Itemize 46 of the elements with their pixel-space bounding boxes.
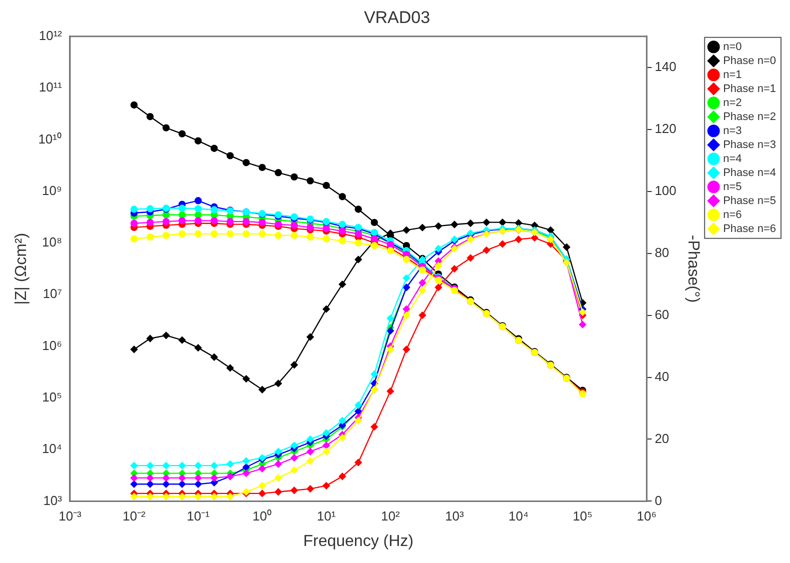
y-axis-title: |Z| (Ωcm²) [13, 232, 30, 305]
legend-label: Phase n=2 [723, 110, 776, 123]
y-tick-label: 10¹² [38, 28, 63, 43]
x-tick-label: 10⁻¹ [186, 508, 210, 524]
y2-tick-label: 120 [654, 120, 676, 136]
x-tick-label: 10³ [445, 508, 465, 524]
y2-tick-label: 60 [654, 306, 670, 322]
y-tick-label: 10¹⁰ [38, 131, 62, 146]
x-tick-label: 10⁵ [572, 508, 593, 524]
y2-tick-label: 140 [654, 58, 676, 74]
x-tick-label: 10⁶ [636, 508, 657, 524]
legend-label: Phase n=4 [723, 166, 776, 179]
legend-label: n=4 [723, 152, 742, 165]
legend-label: n=2 [723, 96, 742, 109]
y2-axis-title: -Phase(°) [684, 234, 702, 303]
legend-label: n=3 [723, 124, 742, 137]
legend-label: Phase n=3 [723, 138, 776, 151]
legend-label: Phase n=0 [723, 54, 776, 67]
x-axis-title: Frequency (Hz) [303, 532, 414, 550]
legend-label: n=1 [723, 68, 742, 81]
legend-label: Phase n=5 [723, 194, 776, 207]
y2-tick-label: 100 [654, 182, 676, 198]
legend-label: n=0 [723, 40, 742, 53]
y-tick-label: 10³ [43, 492, 63, 508]
legend-label: Phase n=6 [723, 222, 776, 235]
y-tick-label: 10⁵ [42, 389, 62, 404]
x-tick-label: 10⁰ [252, 508, 272, 524]
y2-tick-label: 20 [654, 430, 670, 446]
x-tick-label: 10¹ [316, 508, 336, 524]
legend-label: Phase n=1 [723, 82, 776, 95]
x-tick-label: 10⁴ [508, 508, 529, 524]
legend-label: n=6 [723, 208, 742, 221]
y2-tick-label: 0 [654, 492, 662, 508]
legend-label: n=5 [723, 180, 742, 193]
y-tick-label: 10⁷ [42, 286, 62, 302]
y-tick-label: 10¹¹ [38, 80, 63, 95]
y2-tick-label: 80 [654, 244, 670, 260]
y2-tick-label: 40 [654, 368, 670, 384]
x-tick-label: 10² [380, 508, 400, 524]
y-tick-label: 10⁹ [42, 182, 62, 198]
y-tick-label: 10⁴ [42, 441, 62, 456]
x-tick-label: 10⁻² [122, 508, 146, 524]
x-tick-label: 10⁻³ [58, 508, 82, 524]
y-tick-label: 10⁸ [42, 234, 62, 250]
y-tick-label: 10⁶ [42, 338, 62, 353]
chart-title: VRAD03 [364, 8, 430, 27]
